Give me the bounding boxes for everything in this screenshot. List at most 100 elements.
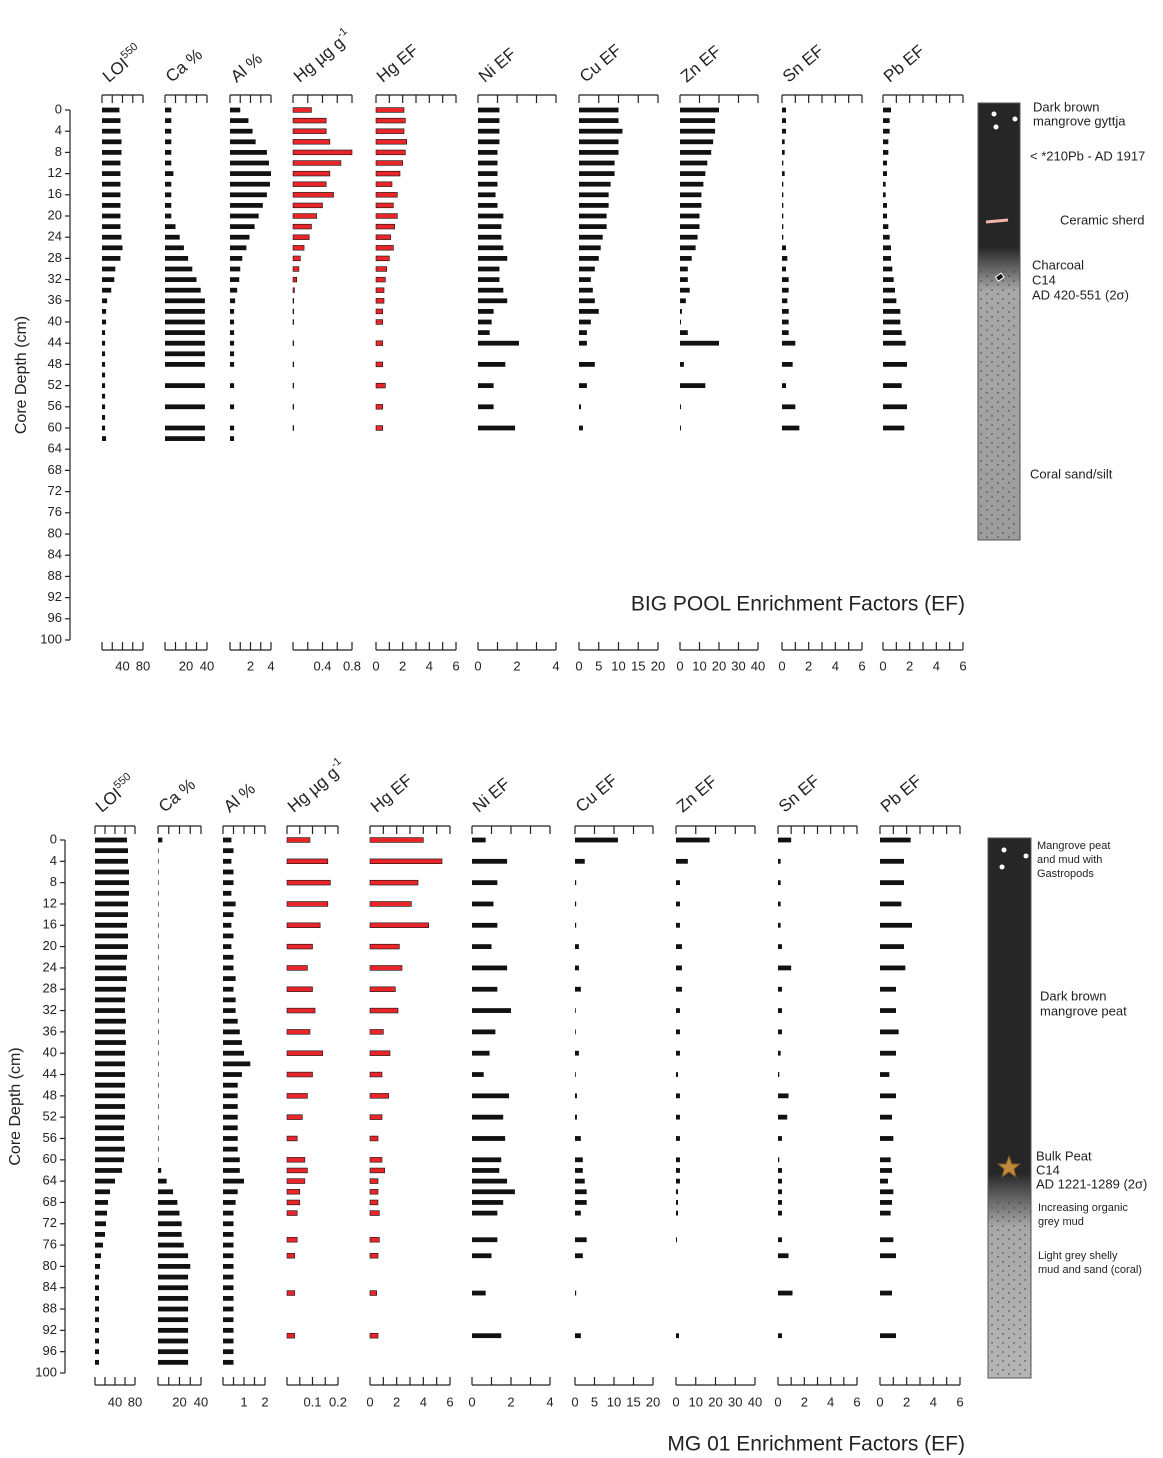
bar <box>680 171 705 176</box>
y-tick-label: 28 <box>43 981 57 996</box>
bar <box>579 383 587 388</box>
bar <box>472 902 493 907</box>
bar <box>95 1339 99 1344</box>
bar <box>478 224 501 229</box>
bar <box>370 1029 383 1034</box>
x-tick-label: 2 <box>507 1394 514 1409</box>
y-tick-label: 72 <box>48 483 62 498</box>
bar <box>223 1328 234 1333</box>
bar <box>782 256 787 261</box>
bar <box>95 1008 125 1013</box>
bar <box>472 1168 499 1173</box>
bar <box>579 214 607 219</box>
bar <box>158 1349 188 1354</box>
bar <box>778 1253 789 1258</box>
x-tick-label: 4 <box>832 658 839 673</box>
y-tick-label: 100 <box>35 1364 57 1379</box>
y-tick-label: 80 <box>43 1258 57 1273</box>
x-tick-label: 2 <box>513 658 520 673</box>
bar <box>95 1211 107 1216</box>
bar <box>165 139 171 144</box>
bar <box>680 309 682 314</box>
bar <box>579 235 603 240</box>
x-tick-label: 2 <box>261 1394 268 1409</box>
y-tick-label: 48 <box>48 356 62 371</box>
bar <box>158 1317 188 1322</box>
bar <box>102 309 106 314</box>
bar <box>478 129 499 134</box>
figure: BIG POOL Enrichment Factors (EF)Core Dep… <box>0 0 1163 1458</box>
x-tick-label: 2 <box>393 1394 400 1409</box>
bar <box>676 859 688 864</box>
y-tick-label: 60 <box>48 419 62 434</box>
bar <box>165 383 205 388</box>
y-tick-label: 92 <box>43 1322 57 1337</box>
y-tick-label: 56 <box>48 398 62 413</box>
x-tick-label: 10 <box>607 1394 621 1409</box>
y-tick-label: 96 <box>43 1343 57 1358</box>
bar <box>287 1008 315 1013</box>
bar <box>472 923 497 928</box>
x-tick-label: 0 <box>778 658 785 673</box>
bar <box>102 404 105 409</box>
bar <box>376 118 405 123</box>
bar <box>880 1200 892 1205</box>
bar <box>880 1333 896 1338</box>
bar <box>880 1179 888 1184</box>
bar <box>158 1232 182 1237</box>
bar <box>95 1232 105 1237</box>
bar <box>680 161 707 166</box>
bar <box>782 383 786 388</box>
bar <box>376 224 395 229</box>
bar <box>778 1291 792 1296</box>
y-tick-label: 76 <box>43 1237 57 1252</box>
bar <box>165 245 184 250</box>
chart-title: MG 01 Enrichment Factors (EF) <box>667 1433 965 1456</box>
bar <box>223 902 236 907</box>
bar <box>95 1168 122 1173</box>
bar <box>95 838 127 843</box>
bar <box>676 987 682 992</box>
bar <box>95 1083 125 1088</box>
y-tick-label: 8 <box>55 144 62 159</box>
y-tick-label: 28 <box>48 250 62 265</box>
bar <box>223 966 234 971</box>
bar <box>287 1136 297 1141</box>
bar <box>287 838 310 843</box>
bar <box>95 912 128 917</box>
bar <box>287 1179 305 1184</box>
bar <box>880 1072 889 1077</box>
bar <box>95 1147 125 1152</box>
y-tick-label: 60 <box>43 1151 57 1166</box>
bar <box>778 1168 782 1173</box>
x-tick-label: 2 <box>801 1394 808 1409</box>
bar <box>230 150 267 155</box>
bar <box>883 320 900 325</box>
bar <box>579 362 595 367</box>
bar <box>158 1083 159 1088</box>
bar <box>575 944 579 949</box>
bar <box>370 923 429 928</box>
x-tick-label: 80 <box>136 658 150 673</box>
bar <box>293 118 326 123</box>
y-tick-label: 52 <box>48 377 62 392</box>
bar <box>883 214 887 219</box>
panel-title: Pb EF <box>877 772 925 817</box>
bar <box>880 987 896 992</box>
bar <box>478 341 519 346</box>
x-tick-label: 40 <box>751 658 765 673</box>
bar <box>287 1115 302 1120</box>
y-tick-label: 16 <box>43 917 57 932</box>
bar <box>575 987 581 992</box>
y-tick-label: 88 <box>43 1300 57 1315</box>
y-tick-label: 48 <box>43 1087 57 1102</box>
bar <box>883 383 902 388</box>
bar <box>778 1333 782 1338</box>
bar <box>575 1253 583 1258</box>
bar <box>883 182 886 187</box>
bar <box>680 214 700 219</box>
bar <box>158 944 159 949</box>
bar <box>223 1253 234 1258</box>
lithology-label: Gastropods <box>1037 868 1094 880</box>
bar <box>676 966 682 971</box>
